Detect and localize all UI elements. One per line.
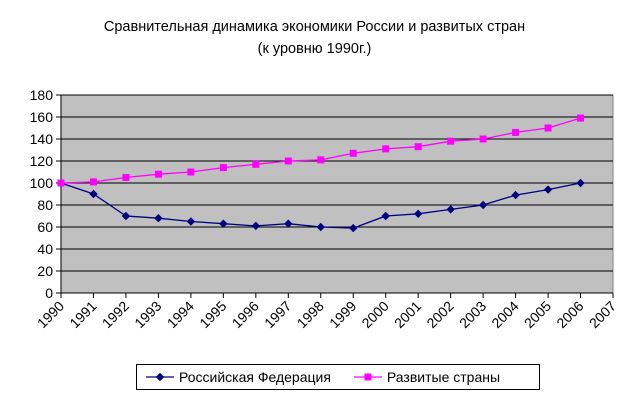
legend-label-2: Развитые страны bbox=[386, 369, 501, 385]
data-point-2-1994 bbox=[187, 168, 195, 176]
data-point-2-1990 bbox=[57, 179, 65, 187]
data-point-1-1993 bbox=[154, 213, 163, 223]
data-point-1-2003 bbox=[478, 200, 488, 210]
x-tick-label-1996: 1996 bbox=[229, 298, 262, 331]
x-tick-label-1994: 1994 bbox=[164, 298, 197, 331]
x-tick-label-1995: 1995 bbox=[196, 298, 229, 331]
x-tick-label-1993: 1993 bbox=[131, 298, 164, 331]
data-point-1-2000 bbox=[381, 211, 390, 221]
x-tick-label-1997: 1997 bbox=[261, 298, 294, 331]
y-tick-label-20: 20 bbox=[37, 263, 53, 279]
y-tick-label-40: 40 bbox=[37, 241, 53, 257]
legend-label-1: Российская Федерация bbox=[179, 369, 331, 385]
legend-swatch-marker-1 bbox=[155, 372, 165, 382]
data-point-2-2005 bbox=[544, 124, 552, 132]
data-point-2-1996 bbox=[252, 160, 260, 168]
plot-background bbox=[60, 94, 614, 294]
x-tick-label-2004: 2004 bbox=[488, 298, 521, 331]
x-tick-label-1990: 1990 bbox=[34, 298, 67, 331]
x-tick-label-2003: 2003 bbox=[456, 298, 489, 331]
data-point-1-2002 bbox=[446, 205, 455, 214]
series-2 bbox=[57, 114, 585, 187]
x-tick-label-1991: 1991 bbox=[66, 298, 99, 331]
chart-subtitle: (к уровню 1990г.) bbox=[257, 41, 372, 57]
x-tick-label-1998: 1998 bbox=[294, 298, 327, 331]
data-point-2-2000 bbox=[382, 145, 390, 153]
legend-swatch-2 bbox=[353, 373, 382, 381]
legend-swatch-marker-2 bbox=[364, 373, 372, 381]
data-point-2-2001 bbox=[414, 143, 422, 151]
data-point-2-2006 bbox=[577, 114, 585, 122]
data-point-2-1998 bbox=[317, 156, 325, 164]
data-point-2-1993 bbox=[154, 170, 162, 178]
data-point-2-2002 bbox=[447, 137, 455, 145]
data-point-2-2003 bbox=[479, 135, 487, 143]
data-point-1-2001 bbox=[413, 209, 423, 219]
y-tick-label-120: 120 bbox=[30, 153, 54, 169]
data-point-1-1997 bbox=[284, 219, 293, 228]
x-tick-label-2007: 2007 bbox=[586, 298, 619, 331]
y-tick-label-180: 180 bbox=[30, 87, 54, 103]
chart-title: Сравнительная динамика экономики России … bbox=[103, 19, 526, 35]
data-point-2-1995 bbox=[219, 164, 227, 172]
data-point-1-1994 bbox=[186, 217, 196, 226]
data-point-2-1997 bbox=[284, 157, 292, 165]
x-tick-label-2002: 2002 bbox=[423, 298, 456, 331]
legend-item-1: Российская Федерация bbox=[145, 369, 331, 385]
data-point-1-2004 bbox=[511, 190, 520, 200]
chart-legend: Российская Федерация Развитые страны bbox=[136, 364, 540, 390]
data-point-1-1999 bbox=[349, 223, 358, 233]
y-tick-label-0: 0 bbox=[45, 285, 53, 301]
y-tick-label-60: 60 bbox=[37, 219, 53, 235]
x-tick-label-2006: 2006 bbox=[553, 298, 586, 331]
x-tick-label-2001: 2001 bbox=[391, 298, 424, 331]
x-tick-label-1992: 1992 bbox=[99, 298, 132, 331]
data-point-1-1991 bbox=[89, 189, 98, 199]
x-tick-label-2000: 2000 bbox=[358, 298, 391, 331]
y-tick-label-160: 160 bbox=[30, 109, 54, 125]
data-point-1-1992 bbox=[121, 211, 131, 221]
data-point-2-1992 bbox=[122, 174, 130, 181]
data-point-2-2004 bbox=[512, 128, 520, 136]
y-tick-label-80: 80 bbox=[37, 197, 53, 213]
data-point-1-2006 bbox=[576, 178, 585, 188]
data-point-1-2005 bbox=[543, 185, 553, 194]
data-point-1-1995 bbox=[219, 219, 228, 228]
data-point-2-1999 bbox=[349, 149, 357, 157]
legend-swatch-1 bbox=[146, 372, 174, 382]
x-tick-label-2005: 2005 bbox=[521, 298, 554, 331]
legend-item-2: Развитые страны bbox=[353, 369, 500, 385]
data-point-2-1991 bbox=[89, 178, 97, 186]
data-point-1-1998 bbox=[316, 222, 325, 232]
y-tick-label-100: 100 bbox=[30, 175, 54, 191]
data-point-1-1996 bbox=[251, 221, 261, 231]
x-tick-label-1999: 1999 bbox=[326, 298, 359, 331]
y-tick-label-140: 140 bbox=[30, 131, 54, 147]
